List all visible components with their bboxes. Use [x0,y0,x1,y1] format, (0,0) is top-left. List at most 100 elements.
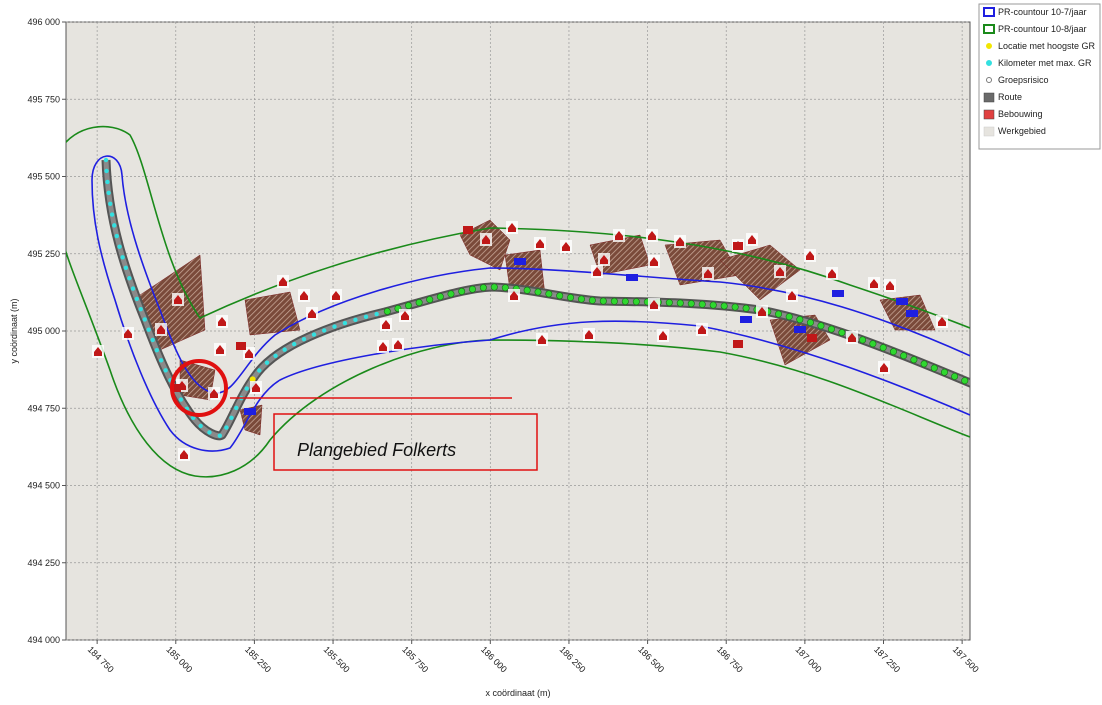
route-dot [198,423,203,429]
house [94,347,102,356]
route-dot [103,157,109,163]
house [124,329,132,338]
legend-label: Route [998,92,1022,102]
route-dot [720,302,728,310]
route-dot [191,415,196,420]
route-dot [207,430,212,435]
house [870,279,878,288]
building-red [807,334,817,342]
route-dot [105,179,110,185]
x-tick-label: 185 250 [243,644,273,674]
route-dot [458,287,466,295]
route-dot [436,293,444,301]
x-tick-label: 186 250 [558,644,588,674]
route-dot [158,358,164,363]
route-dot [920,360,928,368]
house [332,291,340,300]
route-dot [130,286,136,291]
route-dot [282,347,287,352]
route-dot [687,300,695,308]
house [562,242,570,251]
legend-label: Kilometer met max. GR [998,58,1092,68]
route-dot [900,352,908,360]
route-dot [698,300,706,308]
route-dot [163,368,168,373]
route-dot [490,283,498,291]
route-dot [468,285,476,293]
x-tick-label: 185 750 [400,644,430,674]
house [776,267,784,276]
route-dot [383,307,391,315]
route-dot [244,386,249,391]
legend-label: Werkgebied [998,126,1046,136]
building-blue [832,290,844,297]
x-tick-label: 186 750 [715,644,745,674]
route-dot [311,332,317,337]
legend-swatch [983,92,995,103]
building-blue [244,408,256,415]
x-tick-label: 187 500 [951,644,981,674]
route-dot [940,368,948,376]
house [650,300,658,309]
route-dot [123,265,129,271]
route-dot [523,286,531,294]
house [394,340,402,349]
route-dot [930,364,938,372]
y-tick-label: 495 250 [27,249,60,259]
contour-10-8 [66,125,970,478]
route-dot [534,288,542,296]
route-dot [114,233,119,239]
route-dot [796,316,804,324]
x-tick-label: 186 000 [479,644,509,674]
house [748,235,756,244]
legend-swatch [986,77,992,83]
route-dot [545,290,553,298]
building-red [463,226,473,234]
x-tick-label: 187 250 [872,644,902,674]
route-dot [150,337,155,343]
house [676,237,684,246]
peak-dot [249,376,256,383]
house [536,239,544,248]
house [308,309,316,318]
route-dot [838,329,846,337]
house [508,223,516,232]
house [758,307,766,316]
route-dot [479,284,487,292]
y-tick-label: 495 500 [27,172,60,182]
legend-label: Groepsrisico [998,75,1049,85]
house [659,331,667,340]
route-dot [108,201,113,206]
route-dot [104,168,109,174]
building-red [733,242,743,250]
house [880,363,888,372]
house [704,269,712,278]
route-dot [405,302,413,310]
contour-10-7 [91,155,970,452]
route-dot [972,382,978,388]
route-dot [154,347,160,353]
route-dot [363,314,369,320]
house [216,345,224,354]
houses [92,221,948,461]
y-tick-label: 494 000 [27,635,60,645]
x-tick-label: 185 500 [322,644,352,674]
route-dot [415,299,423,307]
route-dot [599,297,607,305]
route-dot [709,301,717,309]
highlight-circle [170,359,228,417]
route-dot [742,304,750,312]
route-dot [127,276,132,281]
legend-swatch [983,109,995,120]
route-dot [120,255,125,260]
route-dot [632,298,640,306]
route-dot [134,296,140,302]
route-dot [138,307,143,312]
route-dot [610,297,618,305]
legend-swatch [983,24,995,34]
route-dot [112,223,117,228]
route-dot [665,299,673,307]
house [482,235,490,244]
route-dot [879,344,887,352]
